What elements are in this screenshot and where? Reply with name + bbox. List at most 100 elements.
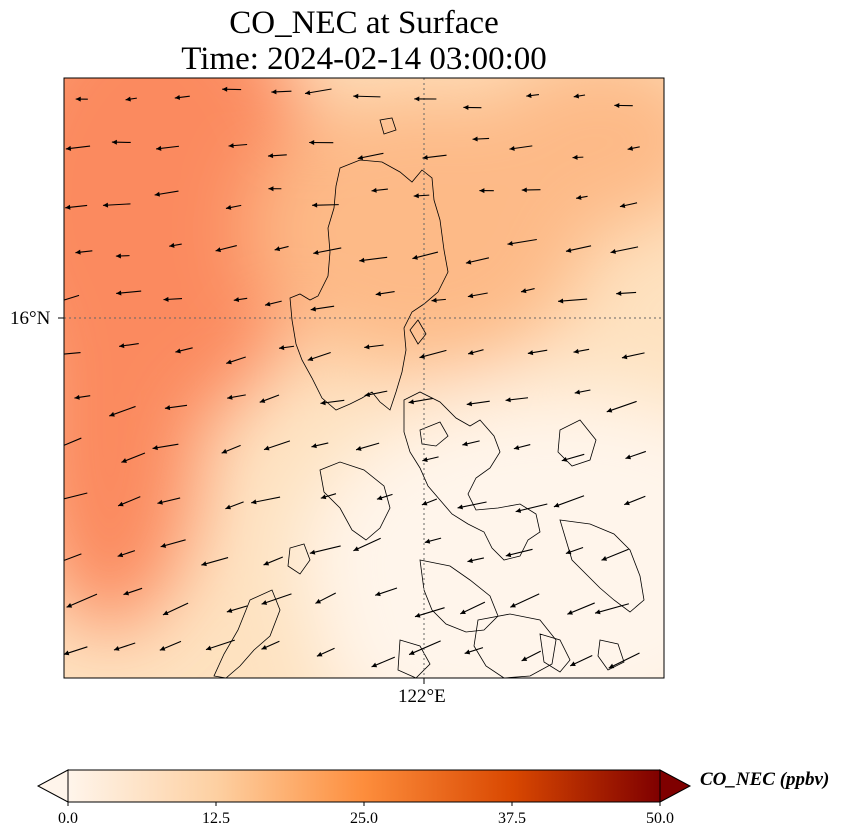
wind-arrow-icon <box>608 652 640 669</box>
wind-arrow-icon <box>419 349 447 359</box>
wind-arrow-icon <box>154 190 179 197</box>
wind-arrow-icon <box>74 394 91 400</box>
wind-arrow-icon <box>561 453 585 462</box>
wind-arrow-icon <box>467 292 488 299</box>
wind-arrow-icon <box>364 344 384 350</box>
map-title: CO_NEC at Surface <box>229 5 499 41</box>
wind-arrow-icon <box>259 394 280 403</box>
wind-arrow-icon <box>521 187 541 193</box>
wind-arrow-icon <box>424 537 442 544</box>
longitude-tick-label: 122°E <box>398 686 446 707</box>
wind-arrow-icon <box>157 497 181 505</box>
wind-arrow-icon <box>464 647 484 655</box>
colorbar-gradient <box>67 769 661 803</box>
wind-arrow-icon <box>111 139 131 145</box>
wind-arrow-icon <box>160 539 186 548</box>
wind-arrow-icon <box>311 442 329 449</box>
wind-arrow-icon <box>462 440 480 447</box>
wind-arrow-icon <box>309 140 334 146</box>
wind-arrow-icon <box>261 593 292 605</box>
wind-arrow-icon <box>457 501 487 510</box>
wind-arrow-icon <box>64 492 88 500</box>
wind-arrow-icon <box>553 495 585 508</box>
wind-arrow-icon <box>576 195 588 200</box>
wind-arrow-icon <box>375 587 398 597</box>
wind-arrow-icon <box>505 397 529 403</box>
wind-arrow-icon <box>510 593 540 608</box>
wind-arrow-icon <box>121 452 146 463</box>
wind-arrow-icon <box>65 145 91 151</box>
wind-arrow-icon <box>463 104 482 110</box>
wind-arrow-icon <box>205 639 235 651</box>
wind-arrow-icon <box>175 347 193 354</box>
wind-arrow-icon <box>251 496 281 505</box>
colorbar-tick-label: 50.0 <box>646 810 674 827</box>
wind-arrow-icon <box>572 154 584 160</box>
wind-arrow-icon <box>125 96 137 102</box>
wind-arrow-icon <box>520 288 535 294</box>
wind-arrow-icon <box>102 202 131 208</box>
wind-arrow-icon <box>315 592 337 604</box>
wind-arrow-icon <box>565 245 592 253</box>
wind-arrow-icon <box>408 397 433 405</box>
colorbar-tick-label: 37.5 <box>498 810 526 827</box>
wind-arrow-icon <box>353 93 381 99</box>
wind-arrow-icon <box>65 204 88 210</box>
wind-arrow-icon <box>465 257 490 265</box>
wind-arrow-icon <box>164 404 188 411</box>
wind-arrow-icon <box>263 440 291 451</box>
wind-arrow-icon <box>119 343 139 349</box>
wind-arrow-icon <box>375 291 395 297</box>
wind-arrow-icon <box>569 654 593 667</box>
wind-arrow-icon <box>66 593 98 608</box>
wind-arrow-icon <box>233 297 248 303</box>
wind-arrow-icon <box>274 245 289 252</box>
colorbar-tick-label: 25.0 <box>350 810 378 827</box>
wind-arrow-icon <box>75 249 93 255</box>
wind-arrow-icon <box>268 186 282 192</box>
map-panel <box>58 77 665 684</box>
wind-arrow-icon <box>460 601 486 615</box>
wind-arrow-icon <box>225 204 242 210</box>
wind-arrow-icon <box>627 145 640 151</box>
wind-arrow-icon <box>312 202 339 208</box>
wind-arrow-icon <box>267 153 287 159</box>
wind-arrow-icon <box>359 256 388 263</box>
latitude-tick-label: 16°N <box>10 308 51 329</box>
wind-arrow-icon <box>467 557 485 563</box>
coastline <box>213 117 645 678</box>
wind-arrow-icon <box>228 143 248 149</box>
wind-arrow-icon <box>616 290 637 296</box>
wind-arrow-icon <box>264 300 282 307</box>
wind-arrow-icon <box>320 399 345 406</box>
wind-arrow-icon <box>364 390 388 398</box>
wind-arrow-icon <box>222 86 242 92</box>
colorbar <box>36 769 692 806</box>
wind-arrow-icon <box>307 351 331 361</box>
wind-arrow-icon <box>431 297 446 303</box>
wind-arrow-icon <box>117 550 136 558</box>
wind-arrow-icon <box>75 96 88 102</box>
wind-arrow-icon <box>413 193 430 199</box>
wind-arrow-icon <box>610 246 639 254</box>
colorbar-extend-arrow-icon <box>36 769 69 803</box>
wind-arrow-icon <box>574 389 591 395</box>
wind-arrow-icon <box>316 647 335 657</box>
wind-arrow-icon <box>116 290 142 296</box>
wind-arrow-icon <box>624 495 646 506</box>
map-frame <box>63 77 665 679</box>
wind-arrow-icon <box>278 345 295 351</box>
wind-vectors <box>64 86 646 669</box>
wind-arrow-icon <box>606 400 637 413</box>
wind-arrow-icon <box>221 444 241 454</box>
wind-arrow-icon <box>567 602 595 615</box>
wind-arrow-icon <box>226 605 248 613</box>
wind-arrow-icon <box>467 349 484 355</box>
wind-arrow-icon <box>422 154 447 160</box>
wind-arrow-icon <box>109 405 136 417</box>
wind-arrow-icon <box>509 145 533 151</box>
wind-arrow-icon <box>414 96 437 102</box>
wind-arrow-icon <box>353 537 381 552</box>
wind-arrow-icon <box>505 548 533 558</box>
wind-arrow-icon <box>123 587 143 596</box>
